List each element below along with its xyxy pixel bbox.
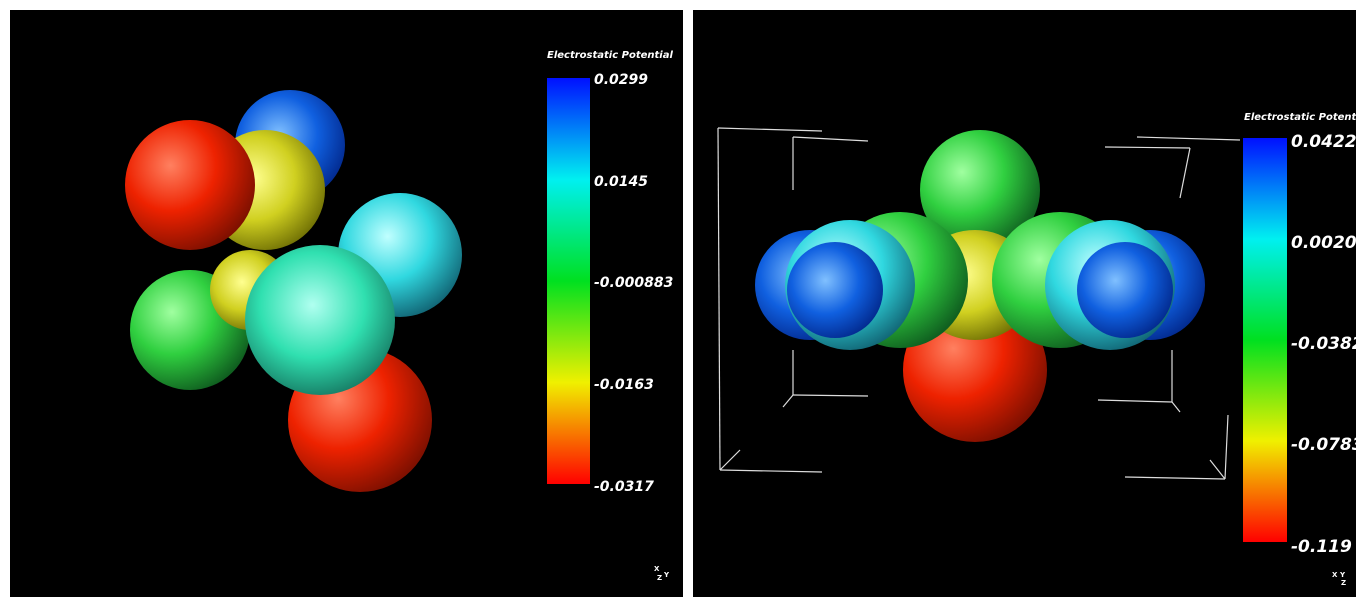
body: Electrostatic Potential 0.0299 0.0145 -0… <box>0 0 1356 597</box>
colorbar-label: 0.0145 <box>594 174 648 190</box>
colorbar-label: -0.119 <box>1291 537 1352 557</box>
axis-label: Z <box>657 574 662 582</box>
colorbar-label: 0.00201 <box>1291 233 1356 253</box>
axis-label: X <box>1332 571 1338 579</box>
axis-label: Z <box>1341 579 1346 587</box>
colorbar-label: -0.0163 <box>594 377 654 393</box>
screenshot: Electrostatic Potential 0.0299 0.0145 -0… <box>0 0 1356 597</box>
colorbar-label: -0.0317 <box>594 479 654 495</box>
colorbar-title: Electrostatic Potential <box>1244 112 1356 123</box>
colorbar-label: 0.0299 <box>594 72 648 88</box>
colorbar <box>547 78 590 484</box>
axis-label: X <box>654 565 660 573</box>
colorbar-label: 0.0422 <box>1291 132 1356 152</box>
axis-label: Y <box>1339 571 1346 579</box>
page: Electrostatic Potential Views {"panels":… <box>0 0 1356 597</box>
colorbar-label: -0.000883 <box>594 275 673 291</box>
colorbar <box>1243 138 1287 542</box>
axis-label: Y <box>663 571 670 579</box>
colorbar-label: -0.0783 <box>1291 435 1356 455</box>
colorbar-title: Electrostatic Potential <box>547 50 673 61</box>
colorbar-label: -0.0382 <box>1291 334 1356 354</box>
